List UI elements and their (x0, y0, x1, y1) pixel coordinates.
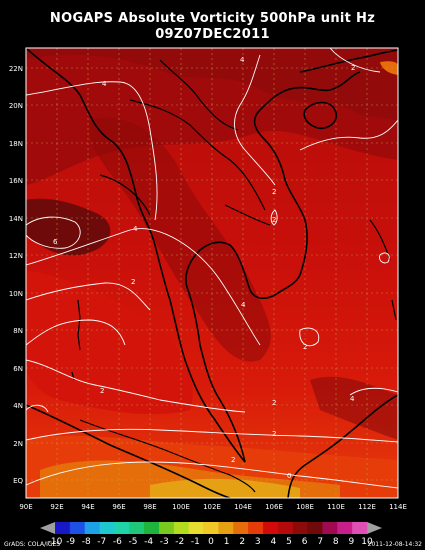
colorbar-label: -4 (144, 537, 153, 547)
y-tick-label: EQ (13, 477, 23, 485)
colorbar-label: 5 (286, 537, 292, 547)
colorbar-swatch (248, 522, 264, 534)
colorbar-label: -3 (160, 537, 169, 547)
contour-label: 6 (53, 238, 58, 246)
colorbar-label: 8 (333, 537, 339, 547)
x-tick-label: 100E (172, 503, 190, 511)
colorbar-label: 7 (317, 537, 323, 547)
contour-label: 4 (350, 395, 355, 403)
colorbar-swatch (129, 522, 145, 534)
contour-label: 4 (240, 56, 245, 64)
colorbar-swatch (203, 522, 219, 534)
contour-label: 4 (102, 80, 107, 88)
contour-label: 2 (272, 188, 276, 196)
footer-credit: GrADS: COLA/IGES (4, 541, 61, 548)
plot-frame (25, 47, 399, 499)
colorbar-swatch (263, 522, 279, 534)
colorbar-high-arrow (367, 522, 382, 534)
colorbar-swatch (55, 522, 71, 534)
y-tick-label: 14N (9, 215, 23, 223)
contour-label: 4 (241, 301, 246, 309)
map-time-title: 09Z07DEC2011 (155, 27, 270, 42)
colorbar-swatch (337, 522, 353, 534)
x-tick-label: 94E (81, 503, 94, 511)
y-tick-label: 4N (13, 402, 23, 410)
colorbar-swatch (292, 522, 308, 534)
colorbar-label: 6 (302, 537, 308, 547)
colorbar-label: 9 (349, 537, 355, 547)
colorbar-label: 10 (361, 537, 373, 547)
x-tick-label: 96E (112, 503, 125, 511)
x-tick-label: 104E (234, 503, 252, 511)
contour-label: 2 (303, 343, 307, 351)
coastlines (26, 48, 398, 498)
colorbar-label: -6 (113, 537, 122, 547)
colorbar-label: 1 (224, 537, 230, 547)
x-tick-label: 102E (203, 503, 221, 511)
colorbar-swatch (218, 522, 234, 534)
footer-timestamp: 2011-12-08-14:32 (367, 541, 422, 548)
colorbar-label: -7 (97, 537, 106, 547)
colorbar-swatch (233, 522, 249, 534)
colorbar-label: 0 (208, 537, 214, 547)
contour-label: 2 (272, 216, 276, 224)
colorbar-swatch (144, 522, 160, 534)
colorbar-swatch (307, 522, 323, 534)
x-tick-label: 90E (19, 503, 32, 511)
contour-label: 2 (272, 399, 276, 407)
y-tick-label: 6N (13, 365, 23, 373)
x-tick-label: 98E (143, 503, 156, 511)
colorbar-swatch (69, 522, 86, 534)
x-tick-label: 108E (296, 503, 314, 511)
x-tick-label: 112E (358, 503, 376, 511)
x-tick-label: 114E (389, 503, 407, 511)
colorbar-swatch (159, 522, 175, 534)
contour-label: 0 (287, 472, 291, 480)
color-bar: -10 -9 -8 -7 -6 -5 -4 -3 -2 -1 0 1 2 3 4 5 6 7 8 9 10 (40, 522, 382, 547)
contour-label: 2 (231, 456, 235, 464)
colorbar-swatch (114, 522, 130, 534)
colorbar-label: -8 (82, 537, 91, 547)
contour-label: 2 (351, 64, 355, 72)
contour-label: 2 (272, 430, 276, 438)
colorbar-swatch (173, 522, 190, 534)
contour-labels: 4 4 2 2 2 2 4 4 2 2 2 2 2 0 6 4 (53, 56, 355, 480)
colorbar-swatch (99, 522, 115, 534)
colorbar-label: 3 (255, 537, 261, 547)
colorbar-label: 2 (239, 537, 245, 547)
y-axis-labels: EQ 2N 4N 6N 8N 10N 12N 14N 16N 18N 20N 2… (9, 65, 24, 485)
y-tick-label: 12N (9, 252, 23, 260)
colorbar-low-arrow (40, 522, 55, 534)
y-tick-label: 8N (13, 327, 23, 335)
x-axis-labels: 90E 92E 94E 96E 98E 100E 102E 104E 106E … (19, 503, 407, 511)
y-tick-label: 20N (9, 102, 23, 110)
x-tick-label: 106E (265, 503, 283, 511)
contour-label: 2 (100, 387, 104, 395)
colorbar-swatch (84, 522, 100, 534)
x-tick-label: 110E (327, 503, 345, 511)
y-tick-label: 18N (9, 140, 23, 148)
y-tick-label: 10N (9, 290, 23, 298)
colorbar-label: -9 (66, 537, 75, 547)
y-tick-label: 22N (9, 65, 23, 73)
colorbar-swatch (322, 522, 338, 534)
colorbar-label: -1 (191, 537, 200, 547)
contour-label: 4 (133, 225, 138, 233)
contour-label: 2 (131, 278, 135, 286)
colorbar-swatch (188, 522, 204, 534)
map-title: NOGAPS Absolute Vorticity 500hPa unit Hz (49, 11, 376, 26)
colorbar-label: -5 (129, 537, 138, 547)
vorticity-contours (26, 48, 398, 489)
colorbar-swatch (277, 522, 294, 534)
colorbar-label: -2 (175, 537, 184, 547)
y-tick-label: 2N (13, 440, 23, 448)
colorbar-label: 4 (271, 537, 277, 547)
x-tick-label: 92E (50, 503, 63, 511)
colorbar-swatch (352, 522, 368, 534)
colorbar-label: -10 (48, 537, 63, 547)
y-tick-label: 16N (9, 177, 23, 185)
